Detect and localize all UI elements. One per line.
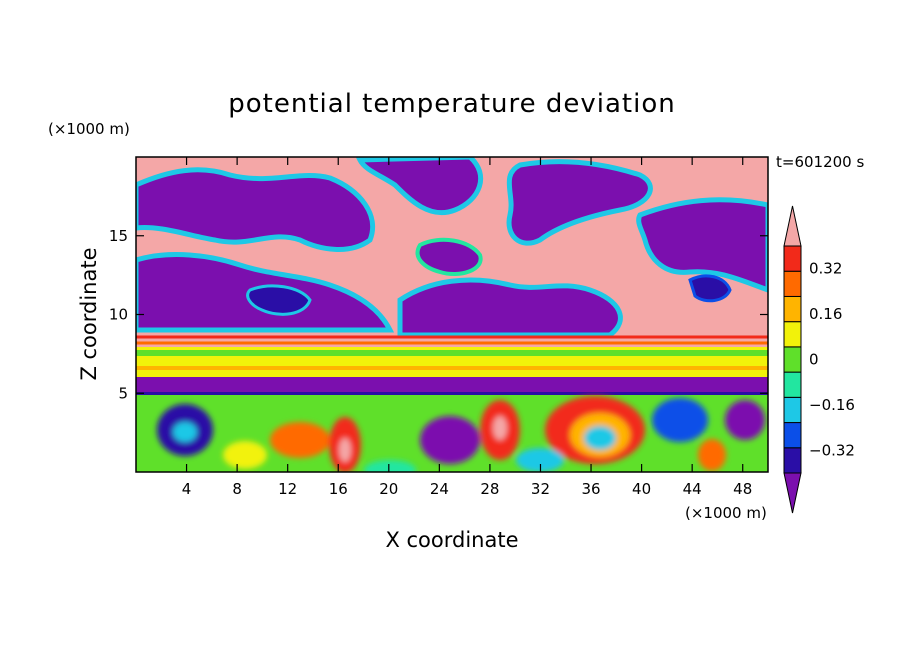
x-tick-label: 4 (182, 480, 192, 498)
x-tick-label: 36 (581, 480, 600, 498)
contour-blob (356, 157, 484, 216)
eddy (173, 422, 197, 442)
colorbar-tick-label: 0.16 (809, 305, 842, 323)
x-tick-label: 24 (430, 480, 449, 498)
eddy (493, 416, 507, 440)
eddy (270, 422, 330, 458)
x-axis-label: X coordinate (385, 528, 518, 552)
colorbar-extend-top (783, 205, 802, 247)
eddy (516, 448, 564, 472)
colorbar-tick-label: −0.32 (809, 441, 855, 459)
colorbar-segment (783, 422, 802, 449)
colorbar: 0.32 0.16 0 −0.16 −0.32 (783, 205, 855, 514)
contour-blob (688, 274, 732, 303)
y-tick-label: 5 (118, 384, 128, 402)
colorbar-tick-label: 0 (809, 351, 819, 369)
x-tick-label: 44 (683, 480, 702, 498)
x-tick-label: 20 (379, 480, 398, 498)
colorbar-segment (783, 295, 802, 323)
eddy (698, 439, 726, 471)
y-tick-label: 15 (109, 227, 128, 245)
y-unit-label: (×1000 m) (48, 120, 130, 138)
contour-blob (506, 159, 653, 246)
eddy (725, 400, 765, 440)
contour-blob (136, 167, 376, 252)
x-tick-label: 12 (278, 480, 297, 498)
contour-blob (415, 237, 483, 276)
x-tick-label: 48 (733, 480, 752, 498)
colorbar-segment (783, 371, 802, 398)
eddy (584, 426, 616, 450)
x-tick-label: 16 (329, 480, 348, 498)
y-axis: 5 10 15 (109, 227, 768, 402)
contour-field (136, 157, 768, 472)
colorbar-tick-label: −0.16 (809, 396, 855, 414)
colorbar-segment (783, 270, 802, 297)
colorbar-segment (783, 346, 802, 373)
colorbar-segment (783, 245, 802, 272)
x-tick-label: 32 (531, 480, 550, 498)
eddy (652, 398, 708, 442)
eddy (339, 438, 351, 462)
x-tick-label: 28 (480, 480, 499, 498)
chart-title: potential temperature deviation (228, 89, 675, 119)
colorbar-segment (783, 321, 802, 348)
colorbar-segment (783, 447, 802, 474)
x-axis: 4 8 12 16 20 24 28 32 36 40 44 48 (182, 157, 752, 498)
eddy (420, 416, 480, 464)
colorbar-tick-label: 0.32 (809, 260, 842, 278)
x-unit-label: (×1000 m) (685, 504, 767, 522)
time-label: t=601200 s (776, 153, 864, 171)
colorbar-extend-bottom (783, 472, 802, 514)
y-axis-label: Z coordinate (77, 247, 101, 380)
eddy (223, 441, 267, 469)
y-tick-label: 10 (109, 306, 128, 324)
x-tick-label: 40 (632, 480, 651, 498)
eddy (364, 460, 416, 472)
x-tick-label: 8 (232, 480, 242, 498)
contour-blob (246, 284, 312, 316)
colorbar-segment (783, 396, 802, 424)
contour-blob (636, 197, 768, 293)
contour-blob (397, 277, 623, 338)
